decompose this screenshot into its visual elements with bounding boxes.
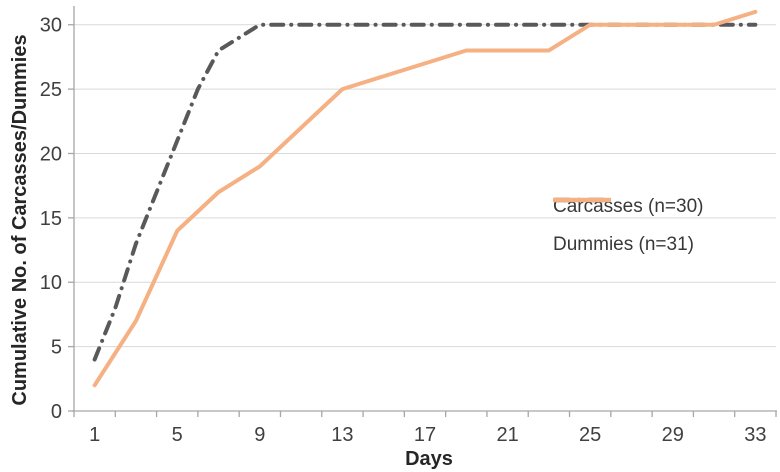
y-tick-label-15: 15 xyxy=(40,208,62,230)
y-tick-label-30: 30 xyxy=(40,15,62,37)
y-tick-label-5: 5 xyxy=(51,337,62,359)
y-axis-title: Cumulative No. of Carcasses/Dummies xyxy=(9,34,31,406)
x-tick-label-1: 1 xyxy=(89,424,100,446)
x-tick-label-33: 33 xyxy=(744,424,766,446)
dummies-solid-line-key-icon xyxy=(553,197,611,203)
x-tick-label-17: 17 xyxy=(414,424,436,446)
y-tick-label-25: 25 xyxy=(40,79,62,101)
dummies-line xyxy=(92,9,758,388)
legend-label-dummies: Dummies (n=31) xyxy=(553,234,694,255)
x-tick-label-5: 5 xyxy=(172,424,183,446)
y-tick-label-20: 20 xyxy=(40,143,62,165)
carcasses-line xyxy=(92,22,758,362)
x-tick-label-21: 21 xyxy=(496,424,518,446)
x-axis-title: Days xyxy=(405,448,453,470)
x-tick-label-13: 13 xyxy=(331,424,353,446)
x-tick-label-29: 29 xyxy=(662,424,684,446)
y-tick-label-0: 0 xyxy=(51,401,62,423)
x-tick-label-25: 25 xyxy=(579,424,601,446)
legend-item-dummies: Dummies (n=31) xyxy=(553,197,703,257)
y-tick-label-10: 10 xyxy=(40,272,62,294)
legend: Carcasses (n=30) Dummies (n=31) xyxy=(553,195,703,257)
x-tick-label-9: 9 xyxy=(254,424,265,446)
